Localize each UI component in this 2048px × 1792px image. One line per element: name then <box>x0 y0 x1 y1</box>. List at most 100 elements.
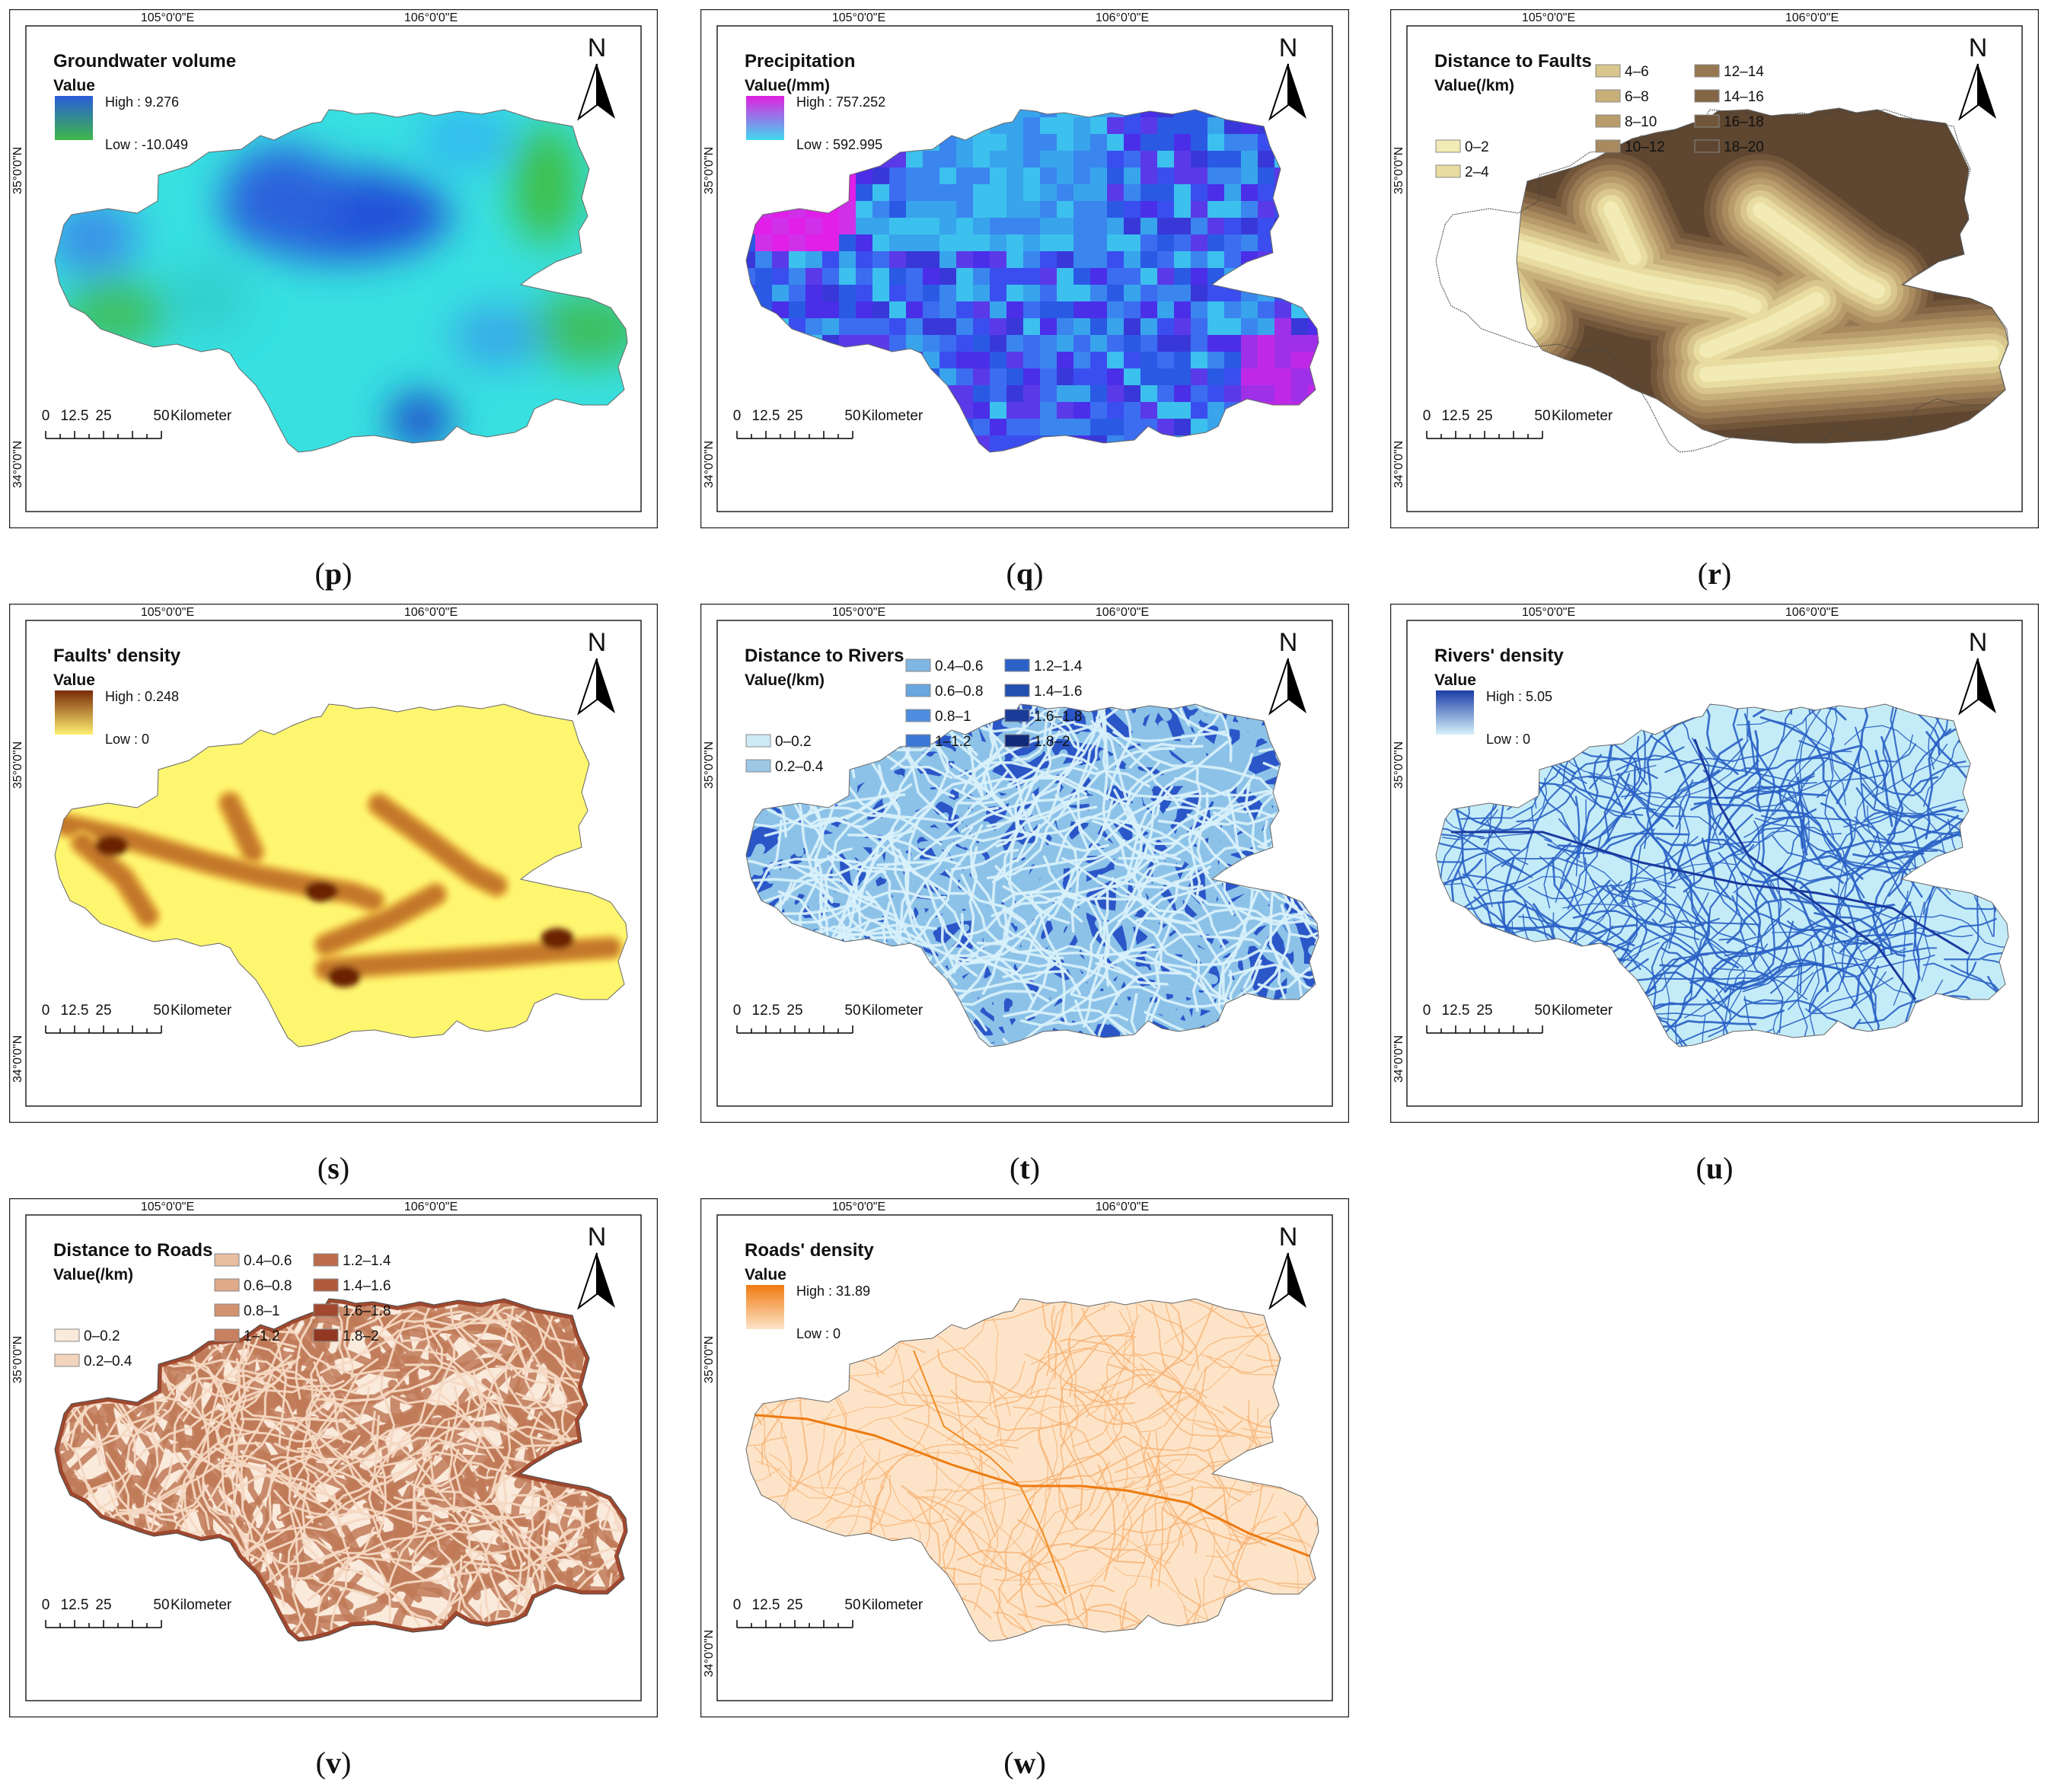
precip-cell <box>1006 352 1024 369</box>
channel-line <box>1104 1314 1140 1475</box>
legend-class-label: 10–12 <box>1625 139 1665 155</box>
precip-cell <box>1006 151 1024 168</box>
precip-cell <box>973 385 991 403</box>
precip-cell <box>1258 201 1275 218</box>
precip-cell <box>956 234 974 252</box>
channel-line <box>768 826 974 872</box>
channel-line <box>1829 704 1904 806</box>
precip-cell <box>1157 285 1175 302</box>
channel-line <box>1436 859 1483 939</box>
precip-cell <box>1157 151 1175 168</box>
precip-cell <box>1006 385 1024 403</box>
precip-cell <box>956 167 974 185</box>
channel-line <box>423 1310 526 1326</box>
precip-cell <box>1207 402 1225 419</box>
channel-line <box>240 1417 366 1516</box>
precip-cell <box>1174 234 1191 252</box>
precip-cell <box>1174 110 1191 118</box>
channel-line <box>322 1334 456 1485</box>
precip-cell <box>923 301 940 319</box>
channel-line <box>1045 704 1130 773</box>
channel-line <box>778 863 891 924</box>
channel-line <box>1035 704 1086 802</box>
precip-cell <box>1023 419 1041 436</box>
precip-cell <box>839 201 857 218</box>
precip-cell <box>1107 234 1124 252</box>
channel-line <box>120 1455 328 1535</box>
channel-line <box>1824 751 1836 842</box>
precip-cell <box>973 167 991 185</box>
fault-buffer-band <box>1699 292 1824 358</box>
precip-cell <box>839 234 857 252</box>
channel-line <box>278 1299 351 1391</box>
precip-cell <box>789 268 806 285</box>
channel-line <box>1001 867 1077 903</box>
precip-cell <box>906 268 924 285</box>
channel-line <box>1620 792 1696 949</box>
precip-cell <box>1274 301 1292 319</box>
channel-line <box>1686 917 1827 962</box>
precip-cell <box>956 268 974 285</box>
channel-line <box>1134 917 1262 946</box>
channel-line <box>439 1393 496 1462</box>
precip-cell <box>839 218 857 235</box>
precip-cell <box>1006 134 1024 151</box>
precip-cell <box>973 134 991 151</box>
panel-letter: u <box>1705 1151 1724 1185</box>
channel-line <box>1019 1013 1129 1027</box>
precip-cell <box>1057 167 1074 185</box>
channel-line <box>1616 773 1674 827</box>
channel-line <box>1837 734 1913 919</box>
channel-line <box>1618 890 1746 1012</box>
channel-line <box>1476 857 1584 885</box>
precip-cell <box>1073 335 1091 352</box>
channel-line <box>746 1415 788 1446</box>
longitude-label: 106°0'0"E <box>404 11 458 24</box>
precip-cell <box>1140 218 1158 235</box>
channel-line <box>118 1416 136 1476</box>
channel-line <box>1201 912 1319 977</box>
precip-cell <box>872 184 890 202</box>
precip-cell <box>1140 251 1158 269</box>
precip-cell <box>1258 385 1275 403</box>
precip-cell <box>1174 268 1191 285</box>
channel-line <box>296 1385 370 1450</box>
precip-cell <box>1224 301 1242 319</box>
precip-cell <box>805 301 823 319</box>
channel-line <box>973 1488 1037 1574</box>
precip-cell <box>889 268 907 285</box>
precip-cell <box>1040 402 1057 419</box>
precip-cell <box>956 352 974 369</box>
precip-cell <box>1207 201 1225 218</box>
map-panel-s: Faults' density Value High : 0.248 Low : 0 0… <box>9 604 658 1123</box>
precip-cell <box>923 184 940 202</box>
channel-line <box>830 1438 887 1481</box>
precip-cell <box>822 234 840 252</box>
precip-cell <box>1073 117 1091 135</box>
precip-cell <box>1073 151 1091 168</box>
precip-cell <box>973 184 991 202</box>
precip-cell <box>1191 201 1208 218</box>
precip-cell <box>1090 218 1108 235</box>
precip-cell <box>1174 301 1191 319</box>
channel-line <box>994 1522 1125 1582</box>
precip-cell <box>956 335 974 352</box>
channel-line <box>1104 704 1246 715</box>
precip-cell <box>839 251 857 269</box>
precip-cell <box>1224 251 1242 269</box>
legend-class-label: 6–8 <box>1625 89 1649 105</box>
channel-line <box>881 783 901 866</box>
channel-line <box>1207 1354 1319 1373</box>
precip-cell <box>973 368 991 386</box>
legend-high: High : 9.276 <box>105 94 179 110</box>
channel-line <box>925 1478 1074 1493</box>
precip-cell <box>923 251 940 269</box>
precip-cell <box>990 402 1007 419</box>
precip-cell <box>1174 285 1191 302</box>
channel-line <box>1740 772 1815 796</box>
precip-cell <box>1291 318 1309 336</box>
channel-line <box>1855 726 1878 809</box>
channel-line <box>1017 1523 1198 1588</box>
legend-swatch <box>745 759 771 773</box>
channel-line <box>1156 880 1179 938</box>
